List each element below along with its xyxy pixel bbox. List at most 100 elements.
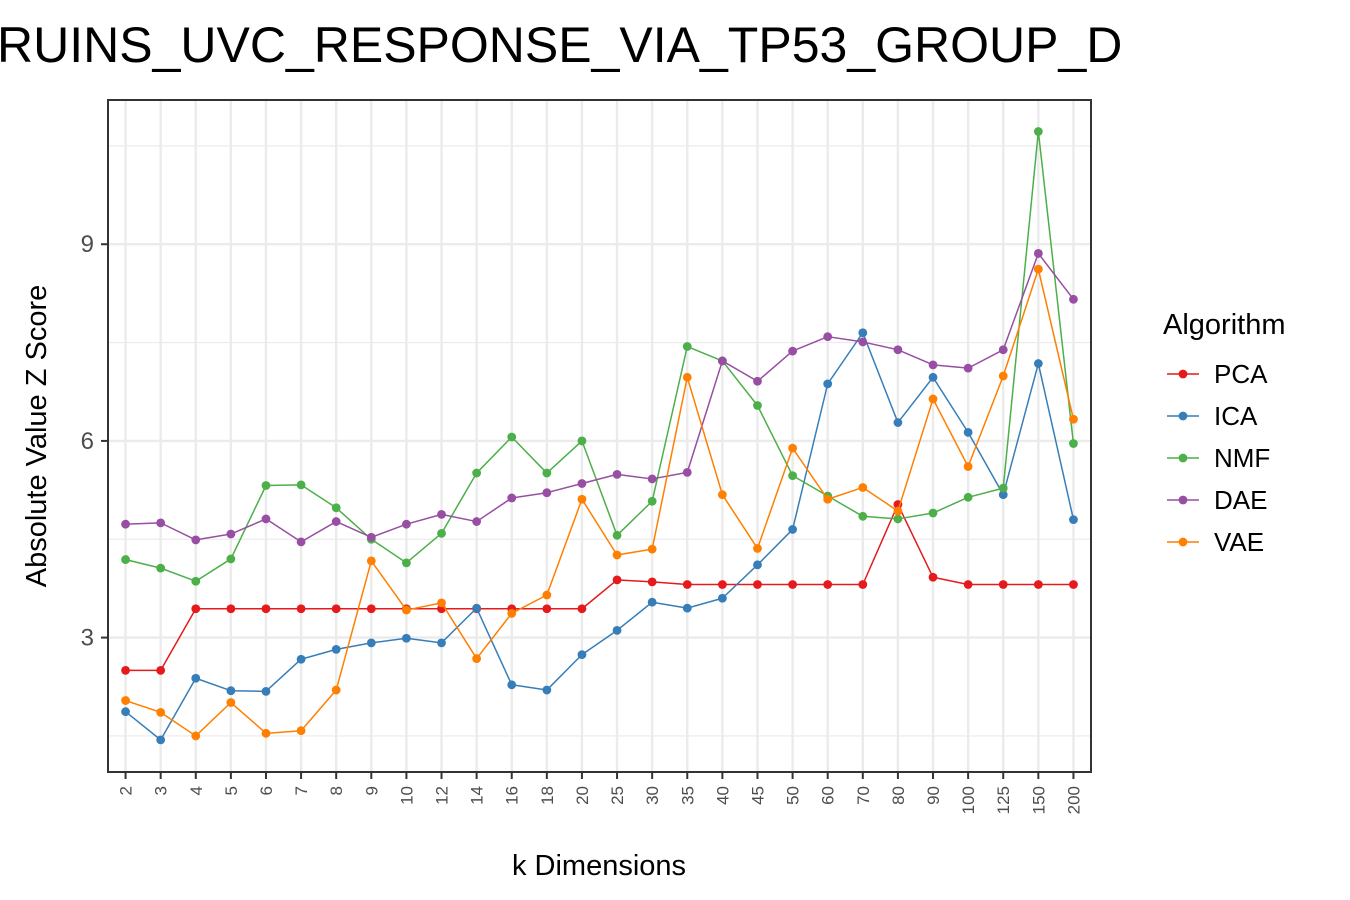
data-point-vae xyxy=(402,605,411,615)
data-point-dae xyxy=(717,356,727,366)
legend-label: PCA xyxy=(1214,359,1268,389)
x-tick-label: 12 xyxy=(433,786,452,805)
data-point-vae xyxy=(226,698,236,707)
x-tick-label: 5 xyxy=(222,786,241,795)
data-point-ica xyxy=(577,650,587,660)
data-point-ica xyxy=(893,418,903,427)
data-point-pca xyxy=(296,604,306,614)
data-point-dae xyxy=(296,537,306,547)
data-point-ica xyxy=(261,686,271,696)
data-point-vae xyxy=(928,394,938,404)
x-tick-label: 200 xyxy=(1064,786,1083,814)
data-point-pca xyxy=(612,575,622,585)
legend-key-point xyxy=(1178,537,1188,547)
data-point-nmf xyxy=(507,432,517,442)
data-point-dae xyxy=(1033,249,1043,258)
legend-item-pca: PCA xyxy=(1167,359,1268,389)
data-point-ica xyxy=(472,603,482,613)
data-point-vae xyxy=(893,506,903,516)
data-point-nmf xyxy=(261,481,271,490)
data-point-ica xyxy=(928,372,938,382)
legend-item-vae: VAE xyxy=(1167,527,1264,557)
data-point-dae xyxy=(858,337,868,347)
data-point-vae xyxy=(823,494,833,504)
data-point-nmf xyxy=(402,558,411,568)
data-point-ica xyxy=(753,560,762,570)
grid-minor xyxy=(108,145,1091,737)
data-point-pca xyxy=(577,604,587,614)
data-point-ica xyxy=(717,593,727,603)
data-point-nmf xyxy=(612,530,622,540)
data-point-pca xyxy=(858,580,868,589)
data-point-pca xyxy=(261,604,271,614)
plot-panel xyxy=(107,99,1092,773)
data-point-vae xyxy=(717,490,727,500)
data-point-dae xyxy=(156,518,166,528)
x-tick-label: 2 xyxy=(117,786,136,795)
x-tick-label: 35 xyxy=(678,786,697,805)
x-axis-title: k Dimensions xyxy=(512,850,686,882)
data-point-dae xyxy=(928,360,938,370)
series-line-nmf xyxy=(125,130,1075,582)
series-line-vae xyxy=(125,268,1075,737)
series-line-dae xyxy=(125,252,1075,543)
data-point-pca xyxy=(331,604,341,614)
data-point-dae xyxy=(191,535,201,545)
data-point-ica xyxy=(366,638,376,648)
data-point-vae xyxy=(682,372,692,382)
data-point-nmf xyxy=(156,563,166,573)
data-point-vae xyxy=(472,654,482,663)
data-point-nmf xyxy=(296,480,306,490)
data-point-ica xyxy=(121,707,130,717)
data-point-vae xyxy=(612,550,622,560)
legend-key-point xyxy=(1178,453,1188,463)
data-point-ica xyxy=(612,625,622,635)
data-point-nmf xyxy=(1069,439,1078,448)
data-point-dae xyxy=(893,345,903,355)
data-point-nmf xyxy=(472,468,482,478)
legend-key-point xyxy=(1178,369,1188,379)
data-point-vae xyxy=(121,696,130,705)
y-tick-label: 9 xyxy=(81,231,94,258)
y-axis: 3 6 9 xyxy=(81,231,108,652)
data-point-vae xyxy=(577,494,587,504)
data-point-vae xyxy=(1033,264,1043,274)
data-point-ica xyxy=(998,490,1008,500)
data-point-ica xyxy=(402,633,411,643)
data-point-pca xyxy=(647,577,657,587)
data-point-ica xyxy=(296,654,306,664)
x-tick-label: 14 xyxy=(468,786,487,805)
data-point-dae xyxy=(753,376,762,386)
series-layer xyxy=(121,127,1078,745)
y-tick-label: 3 xyxy=(81,625,94,652)
data-point-pca xyxy=(753,580,762,589)
legend-key-point xyxy=(1178,411,1188,421)
data-point-pca xyxy=(788,580,797,589)
data-point-ica xyxy=(437,638,446,648)
legend-item-dae: DAE xyxy=(1167,485,1267,515)
data-point-nmf xyxy=(753,401,762,410)
x-axis: 2 3 4 5 6 7 8 9 10 12 14 16 18 20 25 30 35 40 45 50 60 70 80 90… xyxy=(117,772,1083,814)
data-point-vae xyxy=(1069,414,1078,424)
x-tick-label: 60 xyxy=(819,786,838,805)
legend-key-point xyxy=(1178,495,1188,505)
data-point-pca xyxy=(226,604,236,614)
data-point-pca xyxy=(1033,580,1043,589)
data-point-dae xyxy=(647,474,657,484)
data-point-dae xyxy=(823,332,833,342)
x-tick-label: 6 xyxy=(257,786,276,795)
panel-background xyxy=(108,100,1091,772)
data-point-pca xyxy=(156,665,166,675)
data-point-nmf xyxy=(963,492,973,502)
data-point-nmf xyxy=(542,468,552,478)
data-point-pca xyxy=(963,580,973,589)
data-point-nmf xyxy=(191,576,201,586)
legend-item-ica: ICA xyxy=(1167,401,1258,431)
data-point-nmf xyxy=(226,554,236,564)
x-tick-label: 20 xyxy=(573,786,592,805)
x-tick-label: 9 xyxy=(362,786,381,795)
x-tick-label: 45 xyxy=(748,786,767,805)
data-point-ica xyxy=(226,686,236,696)
grid-major xyxy=(108,100,1091,772)
x-tick-label: 70 xyxy=(854,786,873,805)
